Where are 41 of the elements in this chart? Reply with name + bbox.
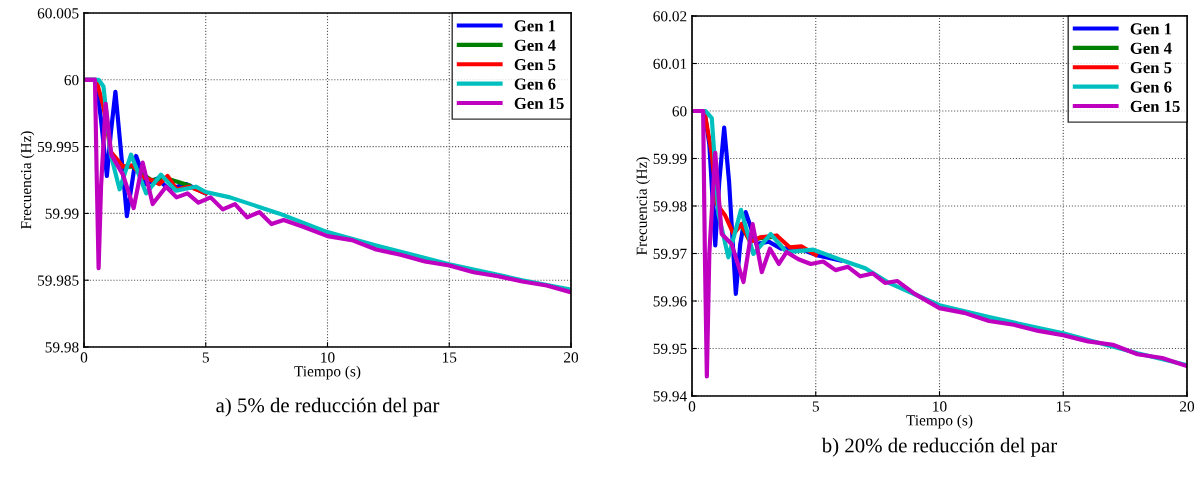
x-tick-label: 20	[1180, 401, 1195, 412]
y-tick-label: 60.02	[653, 11, 687, 22]
y-tick-label: 59.98	[45, 342, 79, 353]
y-axis-title: Frecuencia (Hz)	[636, 157, 650, 255]
legend-label: Gen 5	[514, 59, 556, 71]
x-tick-label: 10	[321, 352, 335, 363]
y-tick-label: 59.995	[38, 141, 79, 153]
y-tick-label: 59.97	[653, 248, 687, 260]
legend-label: Gen 6	[1130, 81, 1172, 93]
y-tick-label: 59.99	[45, 208, 79, 219]
legend-label: Gen 15	[1130, 100, 1180, 113]
text: b) 20% de reducción del par	[821, 437, 1058, 457]
x-tick-label: 20	[564, 352, 579, 363]
legend-label: Gen 6	[514, 78, 556, 90]
legend-label: Gen 1	[1130, 23, 1172, 35]
legend-label: Gen 15	[514, 97, 564, 110]
y-tick-label: 59.98	[653, 201, 687, 212]
x-axis-title: Tiempo (s)	[906, 414, 973, 429]
y-tick-label: 59.95	[653, 343, 687, 355]
legend-label: Gen 5	[1130, 62, 1172, 74]
x-tick-label: 5	[202, 352, 209, 363]
y-tick-label: 59.94	[653, 391, 687, 402]
x-tick-label: 0	[80, 352, 88, 363]
y-tick-label: 60	[672, 106, 687, 117]
legend-label: Gen 4	[514, 39, 556, 51]
y-tick-label: 60	[64, 74, 79, 86]
y-tick-label: 59.96	[653, 296, 687, 307]
x-axis-title: Tiempo (s)	[294, 365, 361, 380]
y-tick-label: 59.99	[653, 153, 687, 165]
x-tick-label: 15	[442, 352, 457, 363]
y-tick-label: 59.985	[38, 275, 79, 286]
x-tick-label: 10	[933, 401, 947, 412]
x-tick-label: 0	[688, 401, 696, 412]
legend-label: Gen 4	[1130, 42, 1172, 54]
y-tick-label: 60.01	[653, 58, 687, 70]
legend-label: Gen 1	[514, 20, 556, 32]
y-tick-label: 60.005	[37, 8, 79, 19]
text: a) 5% de reducción del par	[216, 397, 440, 417]
x-tick-label: 5	[812, 401, 819, 412]
x-tick-label: 15	[1056, 401, 1071, 412]
y-axis-title: Frecuencia (Hz)	[20, 131, 35, 229]
